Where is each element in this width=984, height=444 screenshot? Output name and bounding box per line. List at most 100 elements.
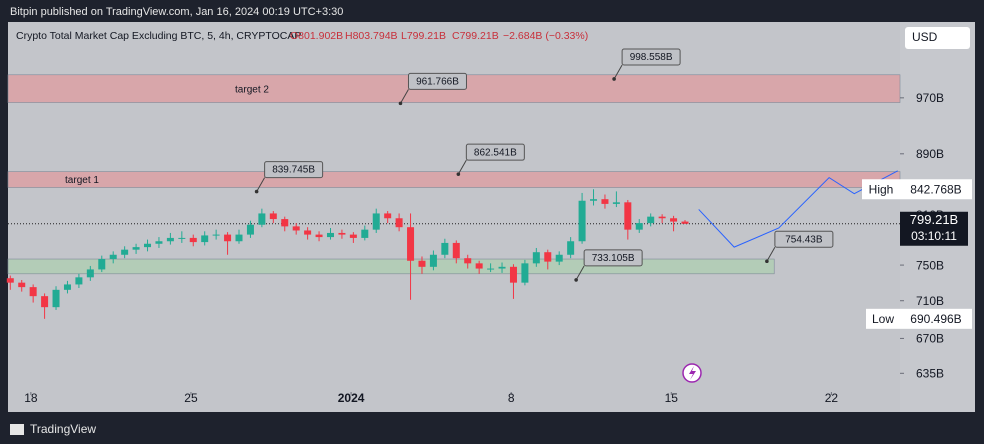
candle-body — [18, 282, 26, 288]
candle-body — [121, 249, 129, 255]
candle-body — [178, 237, 186, 239]
callout-leader — [457, 159, 467, 175]
x-tick-label: 18 — [24, 391, 38, 405]
candle-body — [349, 234, 357, 238]
publisher: Bitpin published on TradingView.com, Jan… — [10, 6, 343, 18]
candle-body — [246, 224, 254, 235]
y-tick-label: 670B — [916, 332, 944, 346]
candle-body — [612, 202, 620, 204]
candle-body — [624, 202, 632, 230]
candle-body — [555, 254, 563, 262]
candle-body — [189, 237, 197, 243]
candle-body — [281, 219, 289, 227]
callout-box — [621, 48, 681, 66]
candle-body — [166, 237, 174, 242]
ohlc: C799.21B — [452, 30, 499, 42]
callout-box — [465, 143, 525, 161]
candle-body — [509, 266, 517, 283]
callout-box — [407, 72, 467, 90]
callout-label: 998.558B — [630, 52, 673, 63]
candle-body — [658, 216, 666, 219]
high-value: 842.768B — [910, 182, 961, 196]
candle-body — [98, 259, 106, 270]
candle-body — [155, 241, 163, 244]
high-value-box — [900, 179, 972, 200]
y-tick-label: 635B — [916, 366, 944, 380]
candle-body — [601, 199, 609, 204]
y-tick-label: 750B — [916, 258, 944, 272]
high-label-box — [862, 179, 900, 200]
currency[interactable]: USD — [912, 30, 938, 44]
candle-body — [498, 266, 506, 269]
candle-body — [670, 218, 678, 222]
currency-box[interactable] — [905, 27, 970, 49]
candle-body — [441, 242, 449, 255]
brand: TradingView — [30, 422, 96, 436]
zone-label: target 2 — [235, 84, 269, 95]
candle-body — [590, 199, 598, 201]
candle-body — [521, 263, 529, 283]
candle-body — [269, 213, 277, 220]
callout-leader — [400, 89, 409, 104]
callout-point — [765, 259, 769, 264]
candle-body — [418, 260, 426, 267]
x-tick-label: 22 — [825, 391, 839, 405]
candle-body — [635, 223, 643, 230]
y-tick-label: 710B — [916, 294, 944, 308]
y-tick-label: 970B — [916, 91, 944, 105]
callout-leader — [256, 177, 266, 192]
callout-label: 862.541B — [474, 147, 517, 158]
candle-body — [384, 213, 392, 219]
candle-body — [578, 200, 586, 242]
candle-body — [544, 252, 552, 262]
callout-leader — [766, 247, 776, 262]
ohlc: O801.902B — [290, 30, 343, 42]
candle-body — [475, 263, 483, 269]
callout-point — [254, 189, 259, 194]
callout-label: 733.105B — [592, 253, 635, 264]
callout-box — [583, 249, 643, 267]
candle-body — [338, 232, 346, 235]
candle-body — [487, 268, 495, 270]
last-price: 799.21B — [910, 212, 958, 227]
candle-body — [681, 221, 689, 224]
callout-leader — [575, 265, 585, 281]
callout-point — [612, 77, 616, 81]
candle-body — [315, 234, 323, 238]
callout-box — [264, 161, 324, 179]
zone — [7, 171, 901, 188]
candle-body — [647, 216, 655, 224]
candle-body — [429, 254, 437, 267]
candle-body — [132, 247, 140, 250]
ohlc: L799.21B — [401, 30, 446, 42]
candle-body — [452, 242, 460, 259]
candle-body — [201, 235, 209, 243]
brand-logo — [10, 424, 24, 435]
ohlc: H803.794B — [345, 30, 398, 42]
candle-body — [292, 226, 300, 231]
event-icon-bolt — [689, 366, 696, 380]
candle-body — [75, 277, 83, 285]
candle-body — [144, 243, 152, 248]
callout-leader — [613, 64, 623, 80]
callout-point — [398, 101, 403, 106]
x-tick-label: 15 — [665, 391, 679, 405]
candle-body — [304, 230, 312, 235]
symbol: Crypto Total Market Cap Excluding BTC, 5… — [16, 30, 301, 42]
y-tick-label: 890B — [916, 147, 944, 161]
callout-label: 839.745B — [272, 165, 315, 176]
candle-body — [567, 241, 575, 255]
candle-body — [29, 287, 37, 297]
callout-point — [574, 278, 578, 282]
callout-label: 754.43B — [785, 234, 823, 245]
low-value: 690.496B — [910, 312, 961, 326]
candle-body — [372, 213, 380, 230]
candle-body — [6, 278, 14, 283]
candle-body — [235, 234, 243, 242]
ohlc: −2.684B (−0.33%) — [503, 30, 588, 42]
candle-body — [464, 258, 472, 264]
candle-body — [109, 254, 117, 260]
candle-body — [86, 269, 94, 278]
